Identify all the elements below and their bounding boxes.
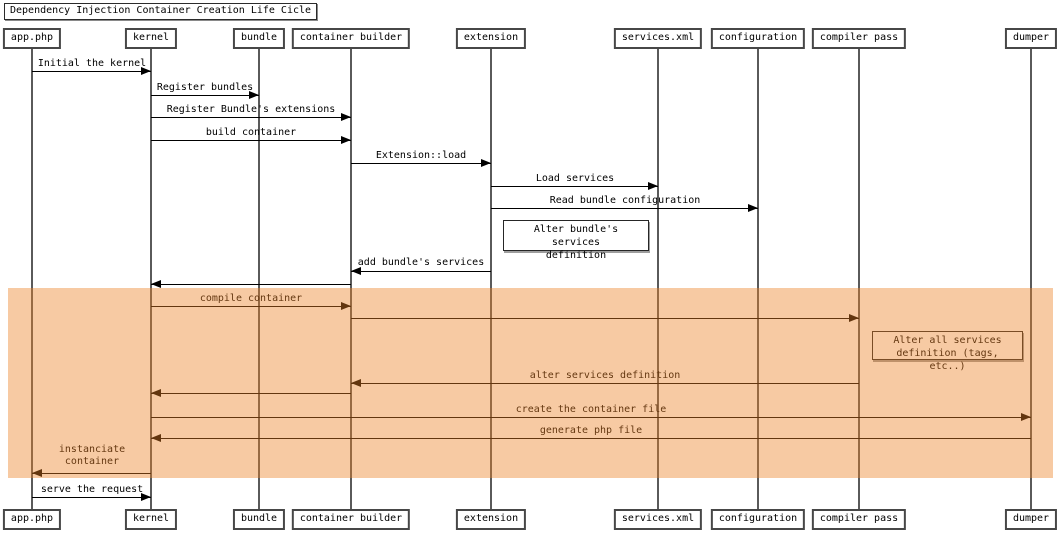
- arrow-line: [351, 163, 491, 164]
- note-line: Alter bundle's services: [533, 224, 619, 248]
- message-label: instanciate: [58, 444, 126, 455]
- participant-bottom-services-xml: services.xml: [613, 509, 703, 530]
- participant-top-container-builder: container builder: [291, 28, 411, 49]
- participant-top-services-xml: services.xml: [613, 28, 703, 49]
- arrowhead: [341, 113, 351, 121]
- participant-bottom-extension: extension: [455, 509, 527, 530]
- arrowhead: [141, 493, 151, 501]
- participant-bottom-configuration: configuration: [710, 509, 806, 530]
- diagram-title: Dependency Injection Container Creation …: [4, 3, 318, 20]
- arrow-line: [151, 417, 1031, 418]
- arrow-line: [151, 140, 351, 141]
- lifeline-compiler-pass: [858, 48, 860, 509]
- arrow-line: [491, 208, 758, 209]
- arrow-line: [151, 117, 351, 118]
- arrowhead: [341, 136, 351, 144]
- arrow-line: [32, 71, 151, 72]
- note-line: Alter all services: [893, 335, 1002, 346]
- arrow-line: [491, 186, 658, 187]
- participant-bottom-kernel: kernel: [124, 509, 178, 530]
- arrowhead: [351, 379, 361, 387]
- arrow-line: [351, 271, 491, 272]
- arrowhead: [481, 159, 491, 167]
- note-line: definition: [545, 250, 607, 261]
- message-label: generate php file: [539, 425, 643, 436]
- arrowhead: [249, 91, 259, 99]
- arrow-line: [151, 95, 259, 96]
- lifeline-bundle: [258, 48, 260, 509]
- arrowhead: [141, 67, 151, 75]
- arrowhead: [1021, 413, 1031, 421]
- message-label: compile container: [199, 293, 303, 304]
- arrowhead: [151, 389, 161, 397]
- lifeline-container-builder: [350, 48, 352, 509]
- arrowhead: [151, 434, 161, 442]
- note-alter-bundle-services: Alter bundle's services definition: [503, 220, 649, 261]
- arrow-line: [151, 284, 351, 285]
- arrowhead: [32, 469, 42, 477]
- lifeline-configuration: [757, 48, 759, 509]
- participant-top-dumper: dumper: [1004, 28, 1058, 49]
- lifeline-kernel: [150, 48, 152, 509]
- participant-bottom-bundle: bundle: [232, 509, 286, 530]
- participant-bottom-container-builder: container builder: [291, 509, 411, 530]
- participant-bottom-app-php: app.php: [2, 509, 62, 530]
- arrow-line: [351, 383, 859, 384]
- message-label: Extension::load: [375, 150, 467, 161]
- arrowhead: [341, 302, 351, 310]
- participant-top-configuration: configuration: [710, 28, 806, 49]
- arrow-line: [151, 438, 1031, 439]
- participant-bottom-compiler-pass: compiler pass: [811, 509, 907, 530]
- message-label: create the container file: [515, 404, 667, 415]
- participant-top-compiler-pass: compiler pass: [811, 28, 907, 49]
- message-label: Initial the kernel: [37, 58, 147, 69]
- arrow-line: [351, 318, 859, 319]
- arrowhead: [849, 314, 859, 322]
- lifeline-extension: [490, 48, 492, 509]
- arrowhead: [748, 204, 758, 212]
- arrow-line: [32, 473, 151, 474]
- lifeline-dumper: [1030, 48, 1032, 509]
- participant-bottom-dumper: dumper: [1004, 509, 1058, 530]
- participant-top-app-php: app.php: [2, 28, 62, 49]
- participant-top-kernel: kernel: [124, 28, 178, 49]
- message-label: Load services: [535, 173, 615, 184]
- message-label: alter services definition: [529, 370, 681, 381]
- message-label: Read bundle configuration: [549, 195, 701, 206]
- arrowhead: [648, 182, 658, 190]
- note-line: definition (tags, etc..): [896, 348, 999, 372]
- message-label: add bundle's services: [357, 257, 485, 268]
- participant-top-bundle: bundle: [232, 28, 286, 49]
- lifeline-services-xml: [657, 48, 659, 509]
- note-alter-all-services: Alter all services definition (tags, etc…: [872, 331, 1023, 372]
- arrow-line: [32, 497, 151, 498]
- message-label: build container: [205, 127, 297, 138]
- arrow-line: [151, 306, 351, 307]
- arrow-line: [151, 393, 351, 394]
- lifeline-app-php: [31, 48, 33, 509]
- message-label: serve the request: [40, 484, 144, 495]
- message-label: Register bundles: [156, 82, 254, 93]
- arrowhead: [151, 280, 161, 288]
- participant-top-extension: extension: [455, 28, 527, 49]
- message-label: container: [64, 456, 120, 467]
- message-label: Register Bundle's extensions: [166, 104, 336, 115]
- arrowhead: [351, 267, 361, 275]
